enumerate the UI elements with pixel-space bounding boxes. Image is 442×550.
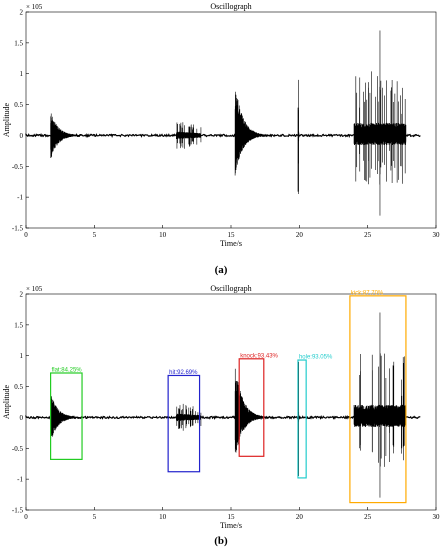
chart-0-burst-3: [297, 79, 302, 195]
chart-1-ytick-label: 0: [20, 414, 24, 422]
chart-0-ytick-label: -0.5: [12, 163, 24, 171]
chart-1-ylabel: Amplitude: [2, 384, 11, 419]
chart-0-ytick-label: -1.5: [12, 225, 24, 233]
chart-1-detection-label-2: knock:93.43%: [240, 353, 278, 359]
chart-0-ytick-label: 1: [20, 70, 24, 78]
chart-1-detection-box-0: [49, 372, 83, 460]
chart-0-burst-4: [353, 30, 407, 216]
chart-0-burst-0: [50, 113, 84, 158]
caption-b-text: (b): [214, 535, 228, 547]
chart-0-xtick-label: 30: [433, 231, 441, 239]
chart-0-burst-2: [234, 91, 270, 176]
chart-1-burst-4: [353, 312, 407, 498]
caption-a-text: (a): [214, 264, 228, 276]
chart-1-ytick-label: -1.5: [12, 507, 24, 515]
chart-1-xtick-label: 0: [24, 513, 28, 521]
chart-1-detection-label-3: hole:93.05%: [299, 355, 333, 361]
chart-0-xtick-label: 15: [228, 231, 236, 239]
chart-0-ytick-label: 0: [20, 132, 24, 140]
chart-1-burst-0: [50, 396, 84, 437]
chart-1-detection-box-2: [238, 358, 265, 457]
chart-0-exponent-label: × 105: [26, 3, 43, 11]
chart-1-ytick-label: 2: [20, 291, 24, 299]
chart-1-detection-label-1: hit:92.69%: [169, 370, 198, 376]
chart-1-ytick-label: 1.5: [14, 321, 23, 329]
caption-b: (b): [0, 535, 442, 547]
chart-1-xtick-label: 30: [433, 513, 441, 521]
chart-0-xtick-label: 5: [93, 231, 97, 239]
chart-1-plot-frame: [25, 293, 437, 511]
chart-0-xtick-label: 10: [159, 231, 167, 239]
chart-1-ytick-label: 0.5: [14, 383, 23, 391]
chart-1-detection-box-4: [349, 295, 407, 504]
chart-1-xlabel: Time/s: [220, 521, 242, 530]
chart-1-xtick-label: 5: [93, 513, 97, 521]
chart-1-exponent-label: × 105: [26, 285, 43, 293]
chart-1-detection-box-3: [297, 359, 307, 479]
chart-1-burst-3: [297, 361, 302, 477]
chart-1-ytick-label: -1: [17, 476, 23, 484]
chart-1-ytick-label: -0.5: [12, 445, 24, 453]
chart-1-detection-label-4: kick:87.70%: [351, 290, 384, 296]
chart-0-ytick-label: 2: [20, 9, 24, 17]
chart-1-ytick-label: 1: [20, 352, 24, 360]
chart-0-ytick-label: -1: [17, 194, 23, 202]
chart-1-detection-label-0: flat:84.25%: [52, 367, 83, 373]
chart-0-xtick-label: 25: [364, 231, 372, 239]
chart-0-plot-frame: [25, 11, 437, 229]
chart-0-ytick-label: 1.5: [14, 39, 23, 47]
chart-1-burst-1: [176, 403, 202, 431]
chart-0-xtick-label: 0: [24, 231, 28, 239]
chart-1-xtick-label: 25: [364, 513, 372, 521]
chart-1-xtick-label: 15: [228, 513, 236, 521]
chart-1-title: Oscillograph: [210, 284, 251, 293]
chart-1-xtick-label: 10: [159, 513, 167, 521]
chart-0-xlabel: Time/s: [220, 239, 242, 248]
chart-0-title: Oscillograph: [210, 2, 251, 11]
chart-0-ylabel: Amplitude: [2, 102, 11, 137]
chart-1-xtick-label: 20: [296, 513, 304, 521]
chart-1-detection-box-1: [167, 374, 201, 473]
chart-0-ytick-label: 0.5: [14, 101, 23, 109]
chart-0-burst-1: [176, 122, 202, 149]
caption-a: (a): [0, 264, 442, 276]
chart-0-xtick-label: 20: [296, 231, 304, 239]
